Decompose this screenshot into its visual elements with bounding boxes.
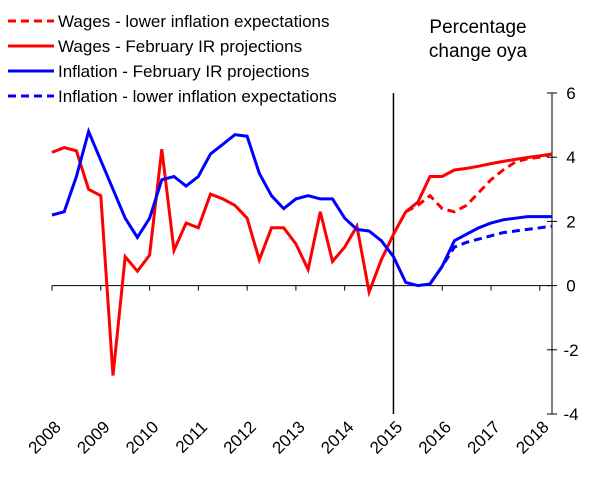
- x-tick-label: 2018: [512, 417, 552, 457]
- x-tick-label: 2017: [464, 417, 504, 457]
- y-tick-label: 4: [566, 148, 575, 167]
- x-tick-label: 2012: [220, 417, 260, 457]
- y-tick-label: 0: [566, 277, 575, 296]
- x-tick-label: 2008: [25, 417, 65, 457]
- x-tick-label: 2013: [269, 417, 309, 457]
- x-tick-label: 2011: [172, 417, 211, 456]
- x-tick-label: 2016: [415, 417, 455, 457]
- x-tick-label: 2014: [317, 417, 357, 457]
- legend-label: Inflation - February IR projections: [58, 62, 309, 81]
- y-tick-label: 2: [566, 212, 575, 231]
- y-axis-title: Percentage change oya: [428, 17, 528, 62]
- series-line: [428, 224, 553, 285]
- legend-label: Wages - lower inflation expectations: [58, 12, 330, 31]
- y-tick-label: 6: [566, 84, 575, 103]
- legend-label: Wages - February IR projections: [58, 37, 302, 56]
- y-tick-label: -2: [563, 341, 578, 360]
- x-tick-label: 2010: [122, 417, 162, 457]
- legend-label: Inflation - lower inflation expectations: [58, 87, 337, 106]
- x-tick-label: 2015: [366, 417, 406, 457]
- series-line: [51, 126, 552, 288]
- x-tick-label: 2009: [73, 417, 113, 457]
- y-tick-label: -4: [563, 405, 578, 424]
- series-line: [51, 146, 553, 376]
